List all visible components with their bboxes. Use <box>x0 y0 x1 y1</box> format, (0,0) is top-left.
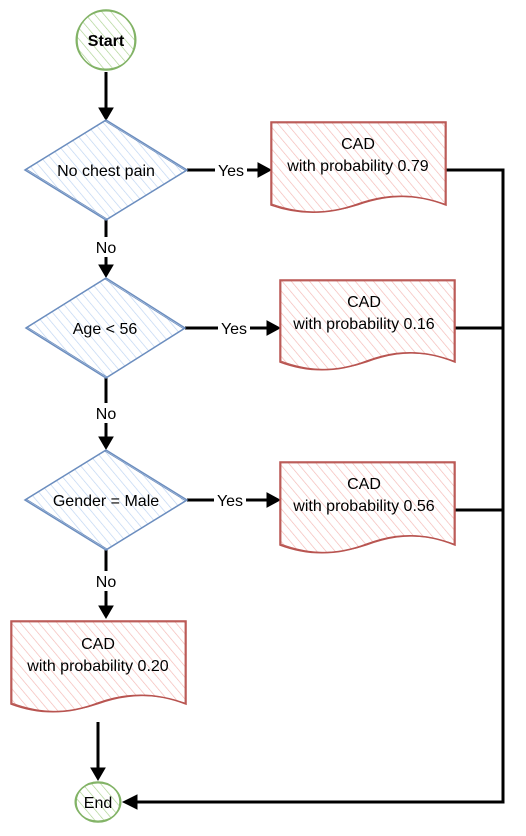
end-node: End <box>74 781 122 823</box>
decision-node-1: No chest pain <box>23 119 189 221</box>
decision-3-label: Gender = Male <box>53 493 159 510</box>
decision-2-label: Age < 56 <box>73 321 138 338</box>
outcome-4-probability: with probability 0.20 <box>26 658 169 675</box>
yes-label-3: Yes <box>217 493 243 510</box>
arrowhead <box>98 264 114 278</box>
decision-node-3: Gender = Male <box>23 449 189 551</box>
outcome-node-2: CAD with probability 0.16 <box>279 279 456 371</box>
outcome-3-probability: with probability 0.56 <box>292 498 435 515</box>
connector-outcome-1-to-end <box>136 168 505 804</box>
outcome-2-title: CAD <box>347 294 381 311</box>
outcome-1-probability: with probability 0.79 <box>286 158 429 175</box>
decision-node-2: Age < 56 <box>24 277 187 379</box>
arrowheads <box>90 107 282 810</box>
outcome-3-title: CAD <box>347 476 381 493</box>
yes-label-1: Yes <box>218 163 244 180</box>
outcome-1-title: CAD <box>341 136 375 153</box>
outcome-node-1: CAD with probability 0.79 <box>270 121 447 213</box>
outcome-node-3: CAD with probability 0.56 <box>279 461 456 554</box>
edge-labels: Yes Yes Yes No No No <box>92 160 250 591</box>
no-label-3: No <box>96 574 117 591</box>
outcome-2-probability: with probability 0.16 <box>292 316 435 333</box>
end-label: End <box>84 795 112 812</box>
start-node: Start <box>75 9 137 71</box>
arrowhead <box>98 436 114 450</box>
no-label-2: No <box>96 406 117 423</box>
arrowhead <box>266 492 282 508</box>
decision-1-label: No chest pain <box>57 163 155 180</box>
arrowhead <box>257 162 273 178</box>
arrowhead <box>98 107 114 121</box>
outcome-node-4: CAD with probability 0.20 <box>10 620 187 713</box>
yes-label-2: Yes <box>221 321 247 338</box>
arrowhead <box>90 767 106 781</box>
arrowhead <box>266 320 282 336</box>
no-label-1: No <box>96 240 117 257</box>
outcome-4-title: CAD <box>81 636 115 653</box>
arrowhead <box>121 794 138 810</box>
start-label: Start <box>88 33 125 50</box>
arrowhead <box>98 605 114 619</box>
